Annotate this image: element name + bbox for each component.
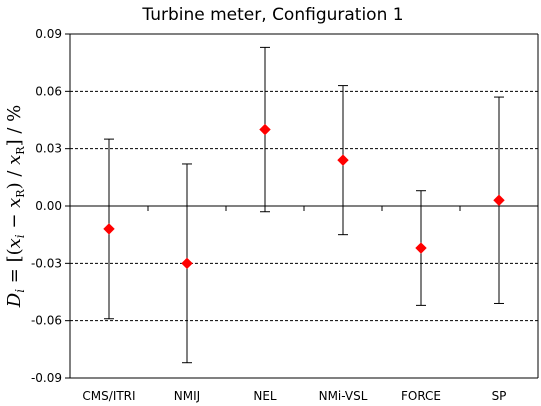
y-tick-label: 0.00 [35, 199, 62, 213]
y-tick-label: 0.06 [35, 84, 62, 98]
y-tick-label: 0.03 [35, 142, 62, 156]
data-point [337, 154, 349, 166]
y-axis-label: Di = [(xi − xR) / xR] / % [4, 105, 27, 308]
y-tick-label: -0.06 [31, 314, 62, 328]
data-point [103, 223, 115, 235]
data-point [493, 194, 505, 206]
y-tick-label: 0.09 [35, 27, 62, 41]
y-tick-label: -0.03 [31, 256, 62, 270]
chart-title: Turbine meter, Configuration 1 [141, 5, 403, 25]
data-point [259, 123, 271, 136]
data-point [181, 257, 193, 270]
x-tick-label: NMIJ [174, 389, 200, 403]
x-tick-label: SP [492, 389, 507, 403]
x-tick-label: NEL [253, 389, 277, 403]
y-tick-labels: -0.09 -0.06 -0.03 0.00 0.03 0.06 0.09 [31, 27, 62, 385]
svg-text:Di = [(xi − xR) / xR] / %: Di = [(xi − xR) / xR] / % [4, 105, 27, 308]
error-bars [104, 46, 504, 364]
x-tick-labels: CMS/ITRI NMIJ NEL NMi-VSL FORCE SP [82, 389, 506, 403]
x-tick-label: CMS/ITRI [82, 389, 135, 403]
data-point [415, 242, 427, 254]
grid [70, 90, 538, 322]
y-tick-label: -0.09 [31, 371, 62, 385]
x-tick-label: NMi-VSL [319, 389, 368, 403]
x-tick-label: FORCE [401, 389, 441, 403]
data-points [103, 123, 505, 270]
axes [65, 33, 539, 379]
